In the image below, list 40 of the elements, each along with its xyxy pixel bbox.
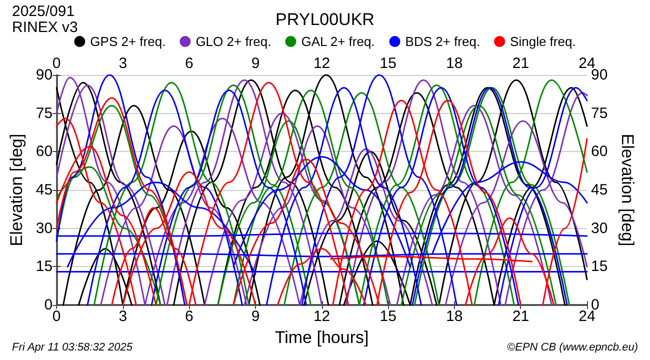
y-tick-label: 90 — [36, 66, 53, 84]
chart-title: PRYL00UKR — [276, 10, 374, 29]
y2-tick-label: 45 — [591, 182, 608, 198]
text: Fri Apr 11 03:58:32 2025 — [12, 342, 134, 354]
y2-tick-label: 75 — [591, 104, 608, 122]
y-tick-label: 0 — [44, 296, 53, 314]
legend-label: Single freq. — [510, 34, 576, 49]
y2-tick-label: 30 — [591, 220, 608, 237]
y-tick-label: 75 — [36, 104, 53, 122]
legend-label: GLO 2+ freq. — [196, 34, 272, 49]
y2-tick-label: 90 — [591, 66, 608, 84]
x-tick-label: 18 — [446, 55, 463, 72]
x2-tick-label: 15 — [380, 308, 396, 325]
x2-tick-label: 12 — [313, 308, 330, 325]
y-tick-label: 45 — [36, 182, 53, 198]
x2-tick-label: 21 — [512, 308, 530, 325]
text: RINEX v3 — [12, 19, 78, 36]
legend-label: GPS 2+ freq. — [90, 34, 166, 49]
y2-tick-label: 60 — [591, 143, 608, 160]
y-tick-label: 60 — [36, 143, 53, 160]
legend-label: BDS 2+ freq. — [405, 34, 480, 49]
x-tick-label: 3 — [118, 55, 128, 72]
x-tick-label: 15 — [380, 55, 396, 72]
y-tick-label: 15 — [36, 258, 53, 276]
x-tick-label: 6 — [185, 55, 194, 72]
text: ©EPN CB (www.epncb.eu) — [507, 342, 638, 354]
x2-tick-label: 18 — [446, 308, 463, 325]
x-axis-title: Time [hours] — [274, 328, 369, 347]
y-tick-label: 30 — [36, 220, 53, 237]
legend-label: GAL 2+ freq. — [301, 34, 375, 49]
x-tick-label: 12 — [313, 55, 330, 72]
y2-axis-title: Elevation [deg] — [618, 134, 637, 246]
text: 2025/091 — [12, 3, 75, 20]
x2-tick-label: 6 — [185, 308, 194, 325]
y-axis-title: Elevation [deg] — [7, 134, 26, 246]
y2-tick-label: 15 — [591, 258, 608, 276]
x2-tick-label: 3 — [118, 308, 128, 325]
x2-tick-label: 9 — [251, 308, 260, 325]
x-tick-label: 21 — [512, 55, 530, 72]
x-tick-label: 9 — [251, 55, 260, 72]
